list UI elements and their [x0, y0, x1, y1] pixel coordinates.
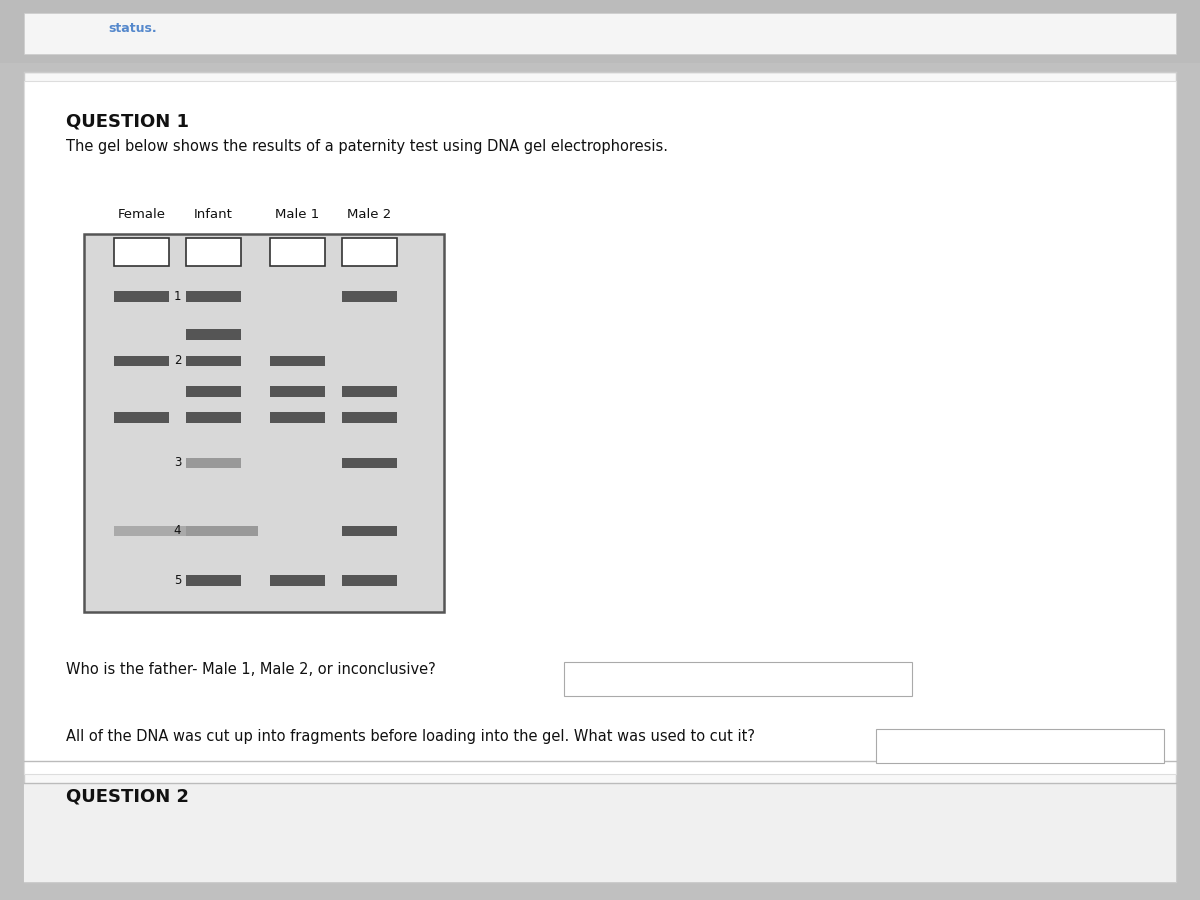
Bar	[186, 575, 241, 586]
Bar	[24, 14, 1176, 54]
Text: Male 1: Male 1	[276, 208, 319, 220]
Text: 4: 4	[174, 525, 181, 537]
Text: Who is the father- Male 1, Male 2, or inconclusive?: Who is the father- Male 1, Male 2, or in…	[66, 662, 436, 677]
Bar	[0, 0, 1200, 63]
Bar	[186, 412, 241, 423]
Text: 5: 5	[174, 573, 181, 587]
Bar	[270, 238, 325, 266]
Bar	[114, 238, 169, 266]
Bar	[342, 386, 397, 397]
Bar	[84, 234, 444, 612]
Bar	[342, 575, 397, 586]
Bar	[876, 729, 1164, 763]
Bar	[186, 356, 241, 366]
Text: Female: Female	[118, 208, 166, 220]
Bar	[24, 783, 1176, 882]
Bar	[186, 238, 241, 266]
Bar	[270, 412, 325, 423]
Bar	[186, 329, 241, 340]
Text: status.: status.	[108, 22, 157, 35]
Bar	[270, 575, 325, 586]
Bar	[114, 356, 169, 366]
Bar	[342, 526, 397, 536]
Bar	[342, 457, 397, 468]
Text: Infant: Infant	[194, 208, 233, 220]
Bar	[24, 81, 1176, 774]
Text: 2: 2	[174, 355, 181, 367]
Text: The gel below shows the results of a paternity test using DNA gel electrophoresi: The gel below shows the results of a pat…	[66, 140, 668, 155]
Text: QUESTION 1: QUESTION 1	[66, 112, 190, 130]
Text: QUESTION 2: QUESTION 2	[66, 788, 190, 806]
Bar	[186, 526, 258, 536]
Text: 1: 1	[174, 290, 181, 303]
Bar	[186, 386, 241, 397]
Text: All of the DNA was cut up into fragments before loading into the gel. What was u: All of the DNA was cut up into fragments…	[66, 729, 755, 744]
Bar	[114, 412, 169, 423]
Bar	[114, 526, 186, 536]
Text: 3: 3	[174, 456, 181, 470]
Bar	[342, 292, 397, 302]
Bar	[186, 457, 241, 468]
Text: Male 2: Male 2	[348, 208, 391, 220]
Bar	[564, 662, 912, 696]
Bar	[114, 292, 169, 302]
Bar	[342, 238, 397, 266]
Bar	[186, 292, 241, 302]
Bar	[270, 386, 325, 397]
Bar	[270, 356, 325, 366]
Bar	[342, 412, 397, 423]
